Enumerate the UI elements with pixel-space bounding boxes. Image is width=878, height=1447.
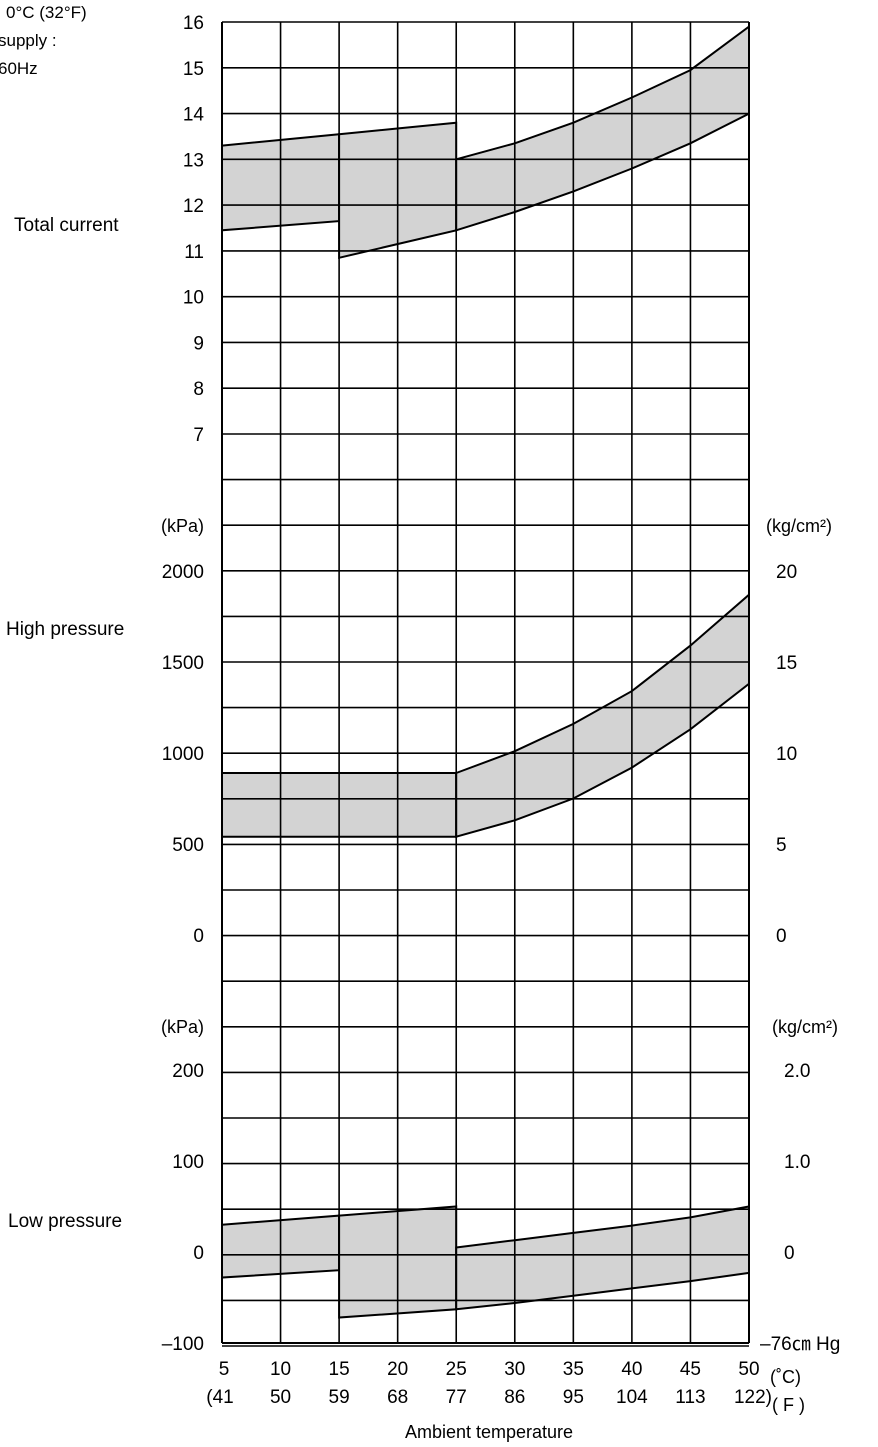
low-pressure-unit-right: (kg/cm²) bbox=[772, 1017, 838, 1037]
x-tick-celsius: 5 bbox=[219, 1359, 230, 1380]
x-axis-celsius-unit: (˚C) bbox=[770, 1367, 801, 1387]
x-tick-celsius: 10 bbox=[270, 1359, 291, 1380]
high-pressure-left-tick-label: 2000 bbox=[162, 562, 204, 583]
low-pressure-unit-left: (kPa) bbox=[161, 1017, 204, 1037]
current-tick-label: 8 bbox=[193, 379, 204, 400]
x-tick-fahrenheit: 122) bbox=[734, 1387, 772, 1408]
high-pressure-left-tick-label: 0 bbox=[193, 926, 204, 947]
tick-labels: 1615141312111098720001500100050002015105… bbox=[162, 13, 841, 1408]
header-line-1: 0°C (32°F) bbox=[6, 3, 87, 22]
current-tick-label: 14 bbox=[183, 105, 205, 126]
x-tick-fahrenheit: 86 bbox=[504, 1387, 525, 1408]
x-tick-fahrenheit: 50 bbox=[270, 1387, 291, 1408]
band-panel0-seg2 bbox=[455, 24, 750, 232]
x-tick-fahrenheit: 68 bbox=[387, 1387, 408, 1408]
x-tick-fahrenheit: 59 bbox=[329, 1387, 350, 1408]
low-pressure-left-tick-label: 100 bbox=[172, 1152, 204, 1173]
high-pressure-label: High pressure bbox=[6, 619, 124, 640]
current-tick-label: 16 bbox=[183, 13, 204, 34]
low-pressure-right-tick-label: 1.0 bbox=[784, 1152, 810, 1173]
low-pressure-right-tick-label: 2.0 bbox=[784, 1061, 810, 1082]
current-tick-label: 15 bbox=[183, 59, 204, 80]
high-pressure-right-tick-label: 15 bbox=[776, 653, 797, 674]
current-tick-label: 12 bbox=[183, 196, 204, 217]
current-tick-label: 13 bbox=[183, 150, 204, 171]
x-tick-fahrenheit: 95 bbox=[563, 1387, 584, 1408]
low-pressure-left-tick-label: 0 bbox=[193, 1243, 204, 1264]
high-pressure-left-tick-label: 1500 bbox=[162, 653, 204, 674]
x-tick-fahrenheit: (41 bbox=[206, 1387, 233, 1408]
x-axis-fahrenheit-unit: ( F ) bbox=[772, 1395, 805, 1415]
x-tick-celsius: 45 bbox=[680, 1359, 701, 1380]
x-tick-fahrenheit: 113 bbox=[675, 1387, 705, 1408]
band-panel2-seg2 bbox=[455, 1205, 750, 1311]
x-tick-celsius: 20 bbox=[387, 1359, 408, 1380]
low-pressure-left-tick-label: 200 bbox=[172, 1061, 204, 1082]
x-tick-celsius: 50 bbox=[738, 1359, 759, 1380]
band-panel1-seg1 bbox=[455, 592, 750, 839]
x-tick-celsius: 40 bbox=[621, 1359, 642, 1380]
x-tick-celsius: 25 bbox=[446, 1359, 467, 1380]
header-line-2: supply : bbox=[0, 31, 57, 50]
x-tick-fahrenheit: 77 bbox=[446, 1387, 467, 1408]
low-pressure-label: Low pressure bbox=[8, 1211, 122, 1232]
total-current-label: Total current bbox=[14, 215, 119, 236]
low-pressure-right-tick-label: –76㎝ Hg bbox=[760, 1334, 840, 1355]
header-line-3: 60Hz bbox=[0, 59, 38, 78]
high-pressure-left-tick-label: 1000 bbox=[162, 744, 204, 765]
high-pressure-right-tick-label: 10 bbox=[776, 744, 797, 765]
x-tick-celsius: 35 bbox=[563, 1359, 584, 1380]
x-tick-celsius: 15 bbox=[329, 1359, 350, 1380]
shaded-bands bbox=[221, 24, 750, 1319]
high-pressure-unit-right: (kg/cm²) bbox=[766, 516, 832, 536]
low-pressure-left-tick-label: –100 bbox=[162, 1334, 204, 1355]
high-pressure-left-tick-label: 500 bbox=[172, 835, 204, 856]
current-tick-label: 9 bbox=[193, 333, 204, 354]
high-pressure-right-tick-label: 0 bbox=[776, 926, 787, 947]
low-pressure-right-tick-label: 0 bbox=[784, 1243, 795, 1264]
current-tick-label: 7 bbox=[193, 425, 204, 446]
chart-grid bbox=[221, 21, 750, 1347]
x-tick-celsius: 30 bbox=[504, 1359, 525, 1380]
x-axis-title: Ambient temperature bbox=[405, 1422, 573, 1442]
x-tick-fahrenheit: 104 bbox=[616, 1387, 648, 1408]
current-tick-label: 10 bbox=[183, 288, 204, 309]
current-tick-label: 11 bbox=[184, 242, 204, 263]
high-pressure-right-tick-label: 20 bbox=[776, 562, 797, 583]
high-pressure-unit-left: (kPa) bbox=[161, 516, 204, 536]
high-pressure-right-tick-label: 5 bbox=[776, 835, 787, 856]
